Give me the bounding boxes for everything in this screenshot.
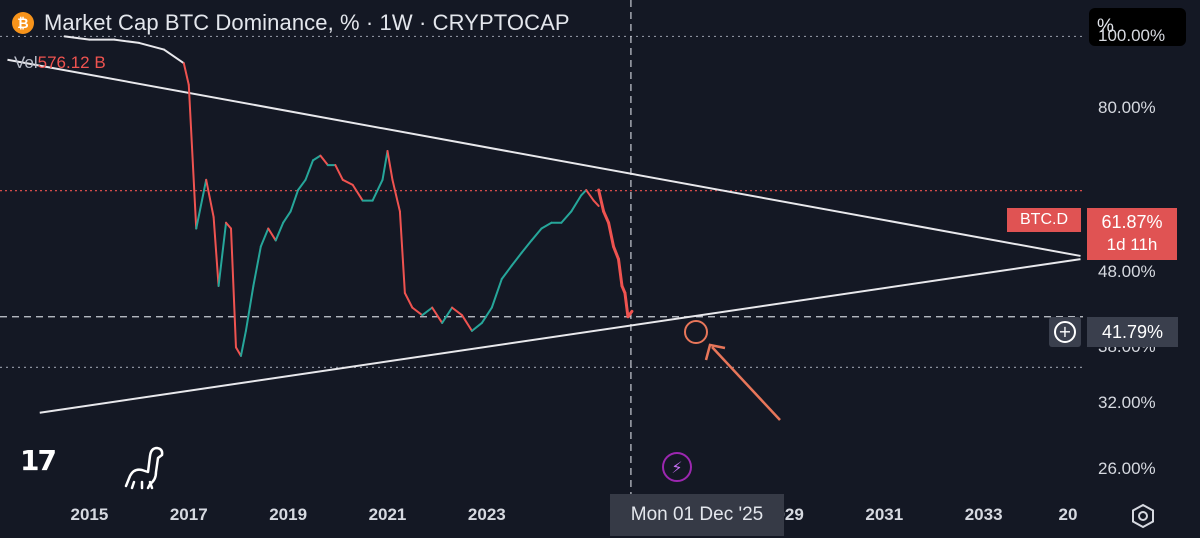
series-segment — [138, 41, 165, 51]
series-segment — [234, 346, 242, 357]
series-segment — [289, 189, 300, 213]
series-segment — [334, 164, 344, 181]
x-tick-label: 20 — [1058, 505, 1078, 524]
y-tick-label: 32.00% — [1098, 392, 1156, 412]
last-value: 61.87% — [1101, 212, 1163, 232]
pointer-arrowhead — [704, 343, 726, 361]
series-segment — [311, 154, 322, 162]
x-tick-label: 2017 — [169, 505, 208, 524]
tradingview-logo-icon[interactable]: 17 — [20, 444, 57, 477]
series-segment — [570, 194, 583, 213]
series-segment — [63, 35, 91, 41]
crosshair-value-tag: 41.79% — [1087, 317, 1178, 347]
series-segment — [585, 189, 595, 202]
series-segment — [421, 306, 434, 317]
series-segment — [195, 178, 208, 230]
series-segment — [607, 221, 616, 249]
scale-selector[interactable]: % — [1089, 8, 1186, 46]
chart-title: Market Cap BTC Dominance, % · 1W · CRYPT… — [44, 10, 570, 35]
settings-icon[interactable] — [1129, 502, 1157, 530]
series-segment — [480, 306, 493, 324]
series-segment — [297, 178, 307, 192]
x-tick-label: 2031 — [865, 505, 904, 524]
series-segment — [162, 48, 185, 65]
series-segment — [225, 221, 233, 230]
series-segment — [461, 314, 473, 332]
volume-value: 576.12 B — [37, 53, 106, 72]
series-segment — [304, 159, 314, 181]
series-segment — [282, 210, 292, 224]
series-segment — [212, 216, 220, 287]
x-tick-label: 2023 — [467, 505, 506, 524]
series-segment — [230, 227, 237, 349]
series-segment — [351, 183, 364, 202]
series-segment — [500, 264, 513, 281]
series-segment — [597, 188, 606, 213]
chart-header: ₿ Market Cap BTC Dominance, % · 1W · CRY… — [12, 10, 570, 36]
series-segment — [602, 209, 611, 225]
series-segment — [341, 178, 354, 186]
x-tick-label: 2019 — [269, 505, 308, 524]
last-price-tag: 61.87% 1d 11h — [1087, 208, 1177, 260]
series-segment — [540, 221, 553, 230]
volume-readout: Vol576.12 B — [14, 53, 106, 73]
series-segment — [239, 329, 247, 357]
series-segment — [113, 38, 141, 44]
series-segment — [510, 251, 523, 267]
series-segment — [451, 306, 464, 317]
pointer-arrow — [711, 346, 781, 421]
series-segment — [386, 150, 394, 181]
series-segment — [626, 309, 634, 319]
series-segment — [411, 306, 424, 317]
series-segment — [244, 284, 255, 332]
series-segment — [560, 210, 573, 224]
series-segment — [217, 221, 228, 287]
series-segment — [530, 227, 543, 242]
series-segment — [391, 178, 401, 213]
series-segment — [617, 257, 624, 288]
symbol-tag: BTC.D — [1007, 208, 1081, 232]
series-segment — [470, 321, 483, 332]
series-segment — [580, 189, 588, 197]
series-segment — [398, 210, 406, 295]
series-segment — [520, 239, 533, 254]
series-segment — [431, 306, 444, 324]
series-segment — [267, 227, 277, 242]
crosshair-date-tag: Mon 01 Dec '25 — [610, 494, 784, 536]
series-segment — [205, 178, 215, 219]
bitcoin-logo-icon: ₿ — [12, 12, 34, 34]
lightning-icon[interactable]: ⚡ — [662, 452, 692, 482]
series-segment — [441, 306, 454, 324]
x-tick-label: 2015 — [70, 505, 109, 524]
x-tick-label: 2033 — [964, 505, 1003, 524]
series-segment — [319, 154, 329, 167]
volume-label: Vol — [14, 53, 38, 72]
series-segment — [371, 178, 384, 202]
highlight-circle — [684, 320, 708, 344]
series-segment — [252, 245, 262, 287]
trendline — [7, 58, 1081, 257]
series-segment — [612, 245, 621, 261]
y-tick-label: 48.00% — [1098, 262, 1156, 282]
dino-icon[interactable] — [120, 442, 168, 490]
trendline — [39, 258, 1081, 414]
series-segment — [490, 278, 503, 309]
series-segment — [187, 83, 198, 230]
series-segment — [259, 227, 270, 248]
series-segment — [403, 292, 414, 309]
y-tick-label: 100.00% — [1098, 26, 1166, 46]
y-tick-label: 26.00% — [1098, 459, 1156, 479]
bar-countdown: 1d 11h — [1106, 235, 1158, 254]
series-segment — [623, 291, 630, 319]
series-segment — [274, 221, 285, 242]
y-tick-label: 80.00% — [1098, 98, 1156, 118]
series-segment — [381, 150, 389, 181]
series-segment — [592, 199, 600, 207]
plus-circle-icon: + — [1054, 321, 1076, 343]
series-segment — [182, 62, 190, 86]
add-alert-button[interactable]: + — [1049, 317, 1081, 347]
x-tick-label: 2021 — [368, 505, 407, 524]
